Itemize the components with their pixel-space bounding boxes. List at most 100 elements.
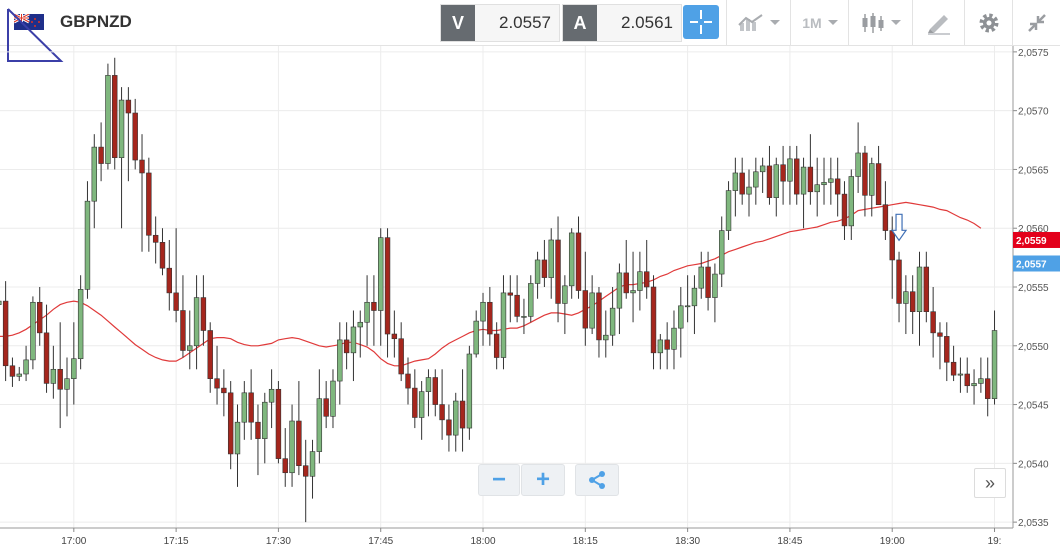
candle-body [112, 75, 118, 158]
candle-body [262, 401, 268, 439]
candle-up [71, 322, 77, 405]
last-price-label-bg [1013, 231, 1060, 248]
candlestick-icon [862, 12, 884, 33]
candle-down [807, 134, 814, 205]
candle-up [528, 275, 534, 323]
sell-label: V [441, 5, 475, 41]
candle-body [234, 421, 241, 455]
candle-body [548, 239, 554, 278]
x-tick-label: 18:45 [777, 536, 802, 547]
candle-up [671, 310, 677, 370]
candle-body [889, 230, 895, 261]
candle-up [800, 157, 807, 229]
bid-price-label-bg [1013, 255, 1060, 272]
price-chart[interactable]: 2,05352,05402,05452,05502,05552,05602,05… [0, 46, 1060, 553]
candle-down [323, 381, 329, 429]
scroll-to-latest-button[interactable]: » [974, 468, 1006, 498]
chevron-down-icon [827, 20, 838, 25]
share-button[interactable] [575, 464, 619, 496]
candle-up [289, 404, 295, 487]
buy-quote-button[interactable]: A 2.0561 [562, 4, 682, 42]
candle-body [30, 301, 36, 361]
candle-down [57, 322, 63, 429]
time-axis: 17:00 17:15 17:30 17:45 18:00 18:15 18:30 18:45… [0, 527, 1013, 547]
candle-body [350, 326, 357, 354]
y-tick-label: 2,0540 [1018, 459, 1049, 470]
candle-body [575, 232, 582, 291]
zoom-in-button[interactable]: + [521, 464, 565, 496]
candle-down [302, 439, 309, 523]
candle-body [337, 339, 343, 382]
candle-body [466, 353, 473, 429]
y-tick-label: 2,0575 [1018, 48, 1049, 59]
candle-up [630, 251, 636, 323]
candle-body [125, 99, 132, 114]
candle-body [514, 294, 520, 317]
candle-up [316, 369, 323, 464]
candle-down [862, 145, 868, 217]
zoom-out-label: − [491, 466, 506, 493]
indicators-button[interactable] [726, 0, 791, 45]
candle-up [568, 228, 575, 299]
candle-up [678, 287, 684, 358]
candle-body [807, 166, 814, 193]
collapse-button[interactable] [1012, 0, 1060, 45]
candle-down [37, 287, 43, 346]
candle-up [746, 169, 752, 217]
candle-down [296, 381, 302, 476]
candle-body [671, 327, 677, 350]
candle-up [187, 310, 193, 370]
candle-body [64, 378, 70, 390]
candle-down [909, 275, 916, 335]
draw-tools-button[interactable] [912, 0, 965, 45]
candle-down [139, 134, 145, 252]
candle-body [862, 152, 868, 196]
candle-up [821, 157, 827, 205]
candle-body [882, 204, 889, 231]
candle-body [909, 291, 916, 312]
candle-down [575, 216, 582, 299]
x-tick-label: 18:00 [471, 536, 496, 547]
settings-button[interactable] [964, 0, 1013, 45]
gb-nz-flag-icon [14, 14, 44, 30]
candle-body [391, 333, 398, 340]
candle-down [146, 157, 152, 252]
candle-up [753, 157, 759, 205]
x-tick-label: 17:15 [164, 536, 189, 547]
candle-down [200, 275, 207, 346]
candle-down [173, 228, 179, 323]
candle-body [712, 273, 718, 298]
chart-type-button[interactable] [848, 0, 913, 45]
candle-body [507, 292, 513, 296]
candle-down [780, 145, 786, 205]
symbol-name[interactable]: GBPNZD [60, 12, 132, 31]
candle-up [241, 381, 248, 440]
candle-body [193, 297, 200, 347]
candle-body [473, 320, 479, 355]
sell-quote-button[interactable]: V 2.0557 [440, 4, 560, 42]
zoom-out-button[interactable]: − [478, 464, 520, 496]
candle-up [23, 345, 29, 382]
x-tick-label: 19: [988, 536, 1002, 547]
candle-body [589, 292, 595, 329]
candle-body [446, 419, 452, 436]
candle-down [125, 87, 132, 182]
candle-body [43, 332, 50, 384]
candle-down [493, 322, 500, 370]
candle-down [180, 275, 186, 358]
candle-body [869, 163, 875, 196]
candle-down [650, 275, 657, 370]
candle-down [432, 369, 438, 417]
candle-body [616, 272, 623, 309]
candle-body [57, 368, 63, 390]
crosshair-button[interactable] [683, 5, 719, 39]
candle-body [227, 392, 234, 455]
candle-body [698, 266, 704, 289]
candle-up [64, 357, 70, 417]
candle-body [855, 152, 861, 177]
candle-up [30, 296, 36, 370]
candle-up [425, 369, 432, 417]
candle-body [834, 178, 841, 195]
candle-up [971, 369, 977, 405]
timeframe-select[interactable]: 1M [790, 0, 849, 45]
